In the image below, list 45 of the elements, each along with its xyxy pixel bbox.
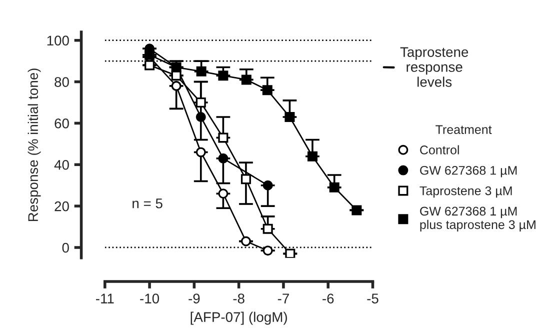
point [171,62,182,72]
x-tick-label: -7 [278,294,289,304]
x-tick-label: -11 [96,294,114,304]
x-tick-label: -9 [188,294,200,304]
y-tick-label: 100 [47,36,69,46]
point [196,97,206,108]
point [262,246,273,256]
point [196,112,206,122]
point [262,180,273,190]
legend-label: Taprostene 3 µM [420,186,512,198]
y-tick-label: 0 [62,242,69,253]
y-tick-label: 20 [54,201,69,212]
point [285,248,296,258]
point [196,66,206,76]
y-axis-title: Response (% initial tone) [28,68,41,222]
point [218,188,228,199]
y-tick-label: 60 [54,118,69,128]
point [262,224,273,234]
x-tick-label: -10 [140,294,160,304]
legend-label: Control [420,145,459,154]
point [218,153,228,164]
y-tick-label: 40 [54,160,69,170]
point [240,174,251,184]
point [241,74,252,85]
x-tick-label: -8 [233,294,244,304]
point [144,60,155,70]
point [218,132,228,143]
point [352,205,362,216]
legend-label: GW 627368 1 µM [420,166,517,178]
x-axis-title: [AFP-07] (logM) [190,312,287,325]
point [284,112,295,122]
point [240,236,251,246]
legend-label: GW 627368 1 µM plus taprostene 3 µM [420,206,536,232]
point [171,80,182,91]
x-tick-label: -5 [367,294,378,304]
point [196,147,206,158]
annotation: n = 5 [132,198,162,208]
y-tick-label: 80 [54,77,69,87]
legend-title: Treatment [436,125,492,134]
point [329,182,340,192]
point [218,70,228,81]
x-tick-label: -6 [322,294,334,304]
point [262,85,272,96]
text: Taprostene response levels [400,47,468,87]
point [307,151,318,162]
